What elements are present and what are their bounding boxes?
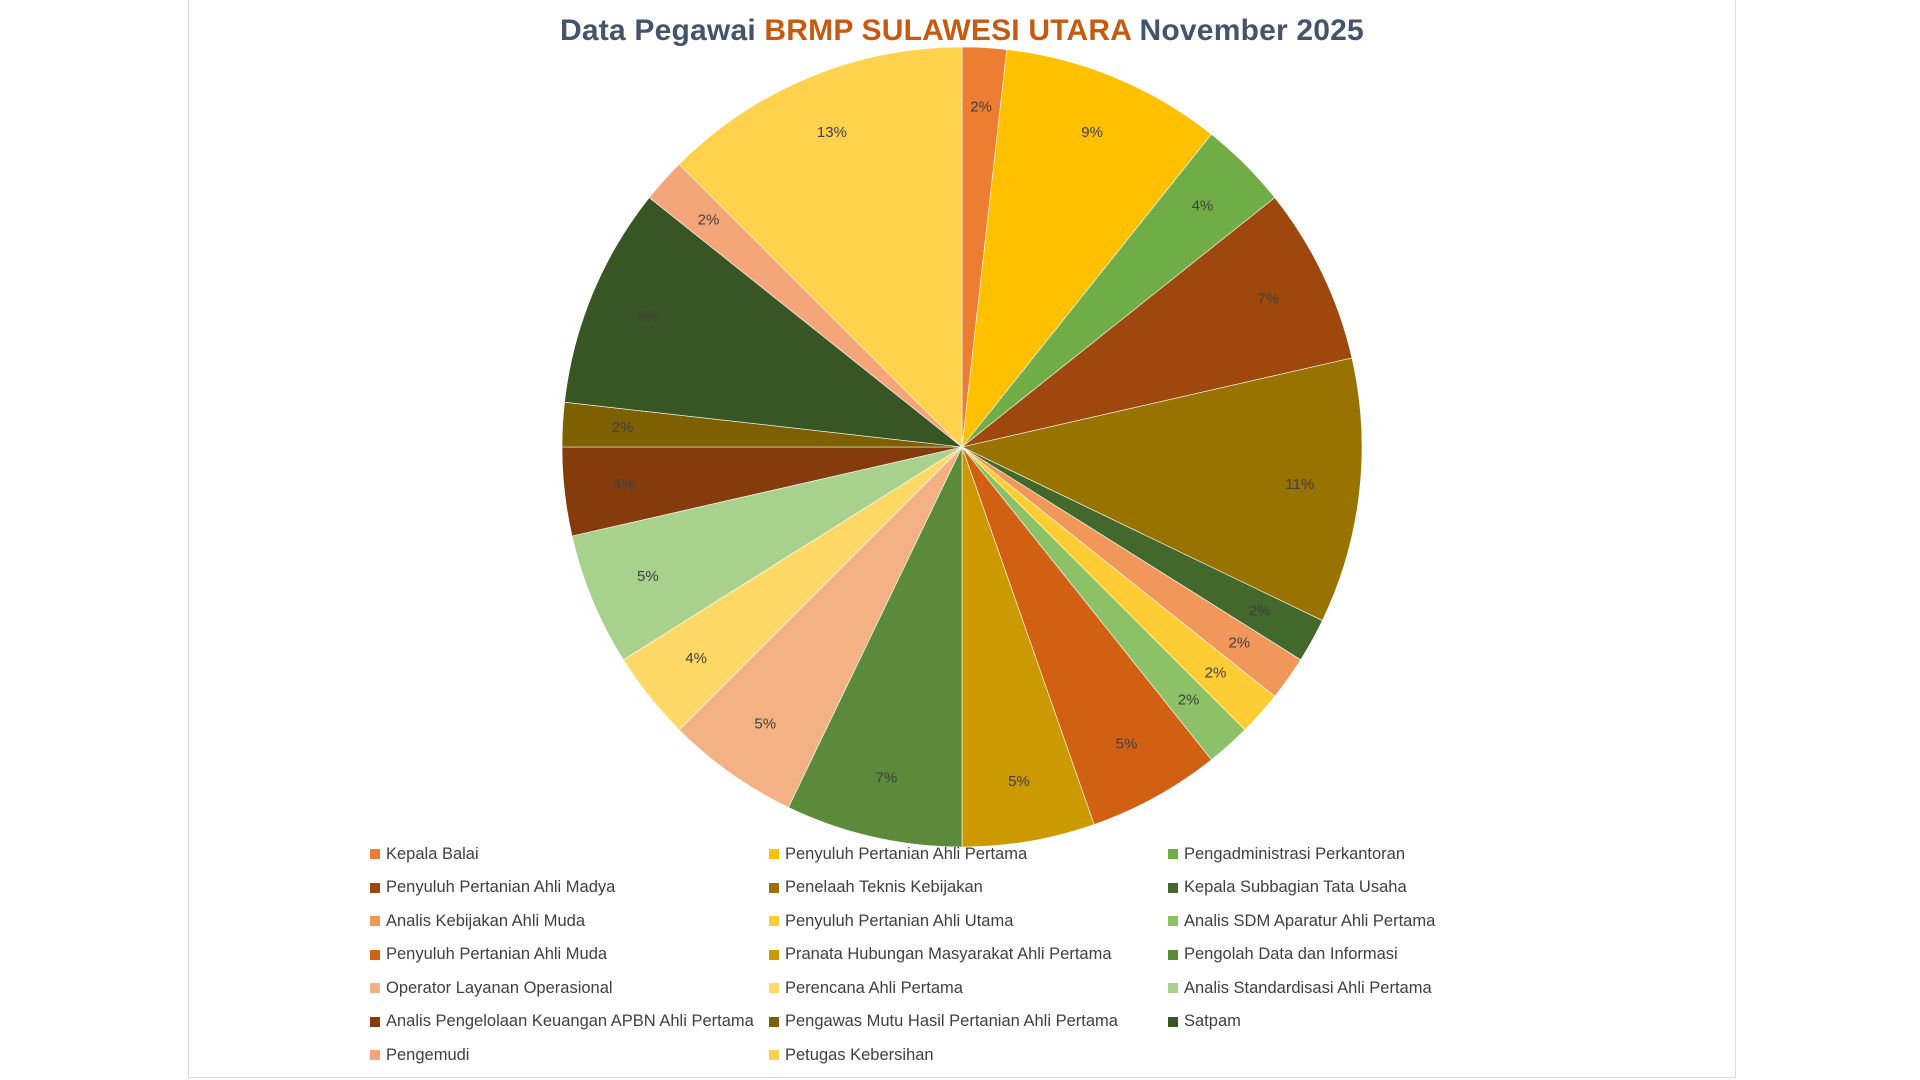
legend-label: Analis Pengelolaan Keuangan APBN Ahli Pe… (386, 1012, 754, 1030)
slice-data-label: 2% (1228, 635, 1250, 652)
legend-item: Penyuluh Pertanian Ahli Utama (769, 910, 1168, 932)
legend-swatch (769, 949, 779, 960)
legend-swatch (1168, 916, 1178, 926)
slice-data-label: 4% (613, 476, 635, 493)
legend-item: Penyuluh Pertanian Ahli Muda (370, 944, 769, 966)
legend-swatch (1168, 849, 1178, 859)
slice-data-label: 4% (685, 650, 707, 667)
legend-swatch (769, 1016, 779, 1027)
legend-swatch (769, 882, 779, 893)
slice-data-label: 2% (698, 211, 720, 228)
slice-data-label: 5% (1116, 736, 1138, 753)
legend-item: Satpam (1168, 1011, 1498, 1033)
slice-data-label: 5% (754, 715, 776, 732)
slice-data-label: 7% (1257, 290, 1279, 307)
legend-item: Kepala Subbagian Tata Usaha (1168, 877, 1498, 899)
pie-slice (564, 197, 964, 448)
legend-label: Pengolah Data dan Informasi (1184, 945, 1398, 963)
legend-label: Kepala Balai (386, 844, 479, 863)
legend-swatch (370, 882, 380, 893)
legend-label: Penyuluh Pertanian Ahli Utama (785, 911, 1014, 930)
chart-title: Data Pegawai BRMP SULAWESI UTARA Novembe… (188, 14, 1736, 48)
legend-item: Pranata Hubungan Masyarakat Ahli Pertama (769, 944, 1168, 966)
legend-label: Analis SDM Aparatur Ahli Pertama (1184, 911, 1436, 930)
slice-data-label: 11% (1285, 476, 1314, 493)
pie-slice (961, 197, 1353, 448)
legend-swatch (769, 849, 779, 859)
legend-item: Pengadministrasi Perkantoran (1168, 843, 1498, 865)
legend-label: Pengemudi (386, 1045, 470, 1064)
slice-data-label: 2% (1178, 691, 1200, 708)
pie-slice (571, 446, 963, 661)
pie-slice (961, 49, 1212, 449)
legend-label: Pengawas Mutu Hasil Pertanian Ahli Perta… (785, 1012, 1118, 1030)
legend-swatch (769, 983, 779, 993)
legend-label: Satpam (1184, 1012, 1241, 1030)
legend-label: Operator Layanan Operasional (386, 978, 613, 997)
legend-item: Analis Kebijakan Ahli Muda (370, 910, 769, 932)
legend-item: Penelaah Teknis Kebijakan (769, 877, 1168, 899)
pie-slice (678, 46, 963, 448)
pie-slice (961, 357, 1363, 621)
legend-swatch (370, 849, 380, 859)
legend-swatch (370, 1050, 380, 1060)
chart-title-highlight: BRMP SULAWESI UTARA (764, 14, 1131, 47)
chart-legend: Kepala Balai Penyuluh Pertanian Ahli Pert… (370, 843, 1520, 1066)
legend-swatch (1168, 1016, 1178, 1027)
legend-item: Petugas Kebersihan (769, 1044, 1168, 1066)
legend-swatch (370, 983, 380, 993)
legend-item: Kepala Balai (370, 843, 769, 865)
slice-data-label: 9% (637, 308, 659, 325)
legend-label: Penyuluh Pertanian Ahli Madya (386, 878, 616, 896)
slice-data-label: 5% (637, 568, 659, 585)
legend-item: Penyuluh Pertanian Ahli Pertama (769, 843, 1168, 865)
legend-item: Perencana Ahli Pertama (769, 977, 1168, 999)
legend-label: Kepala Subbagian Tata Usaha (1184, 878, 1407, 896)
slice-data-label: 2% (1205, 665, 1227, 682)
legend-item: Analis SDM Aparatur Ahli Pertama (1168, 910, 1498, 932)
slice-data-label: 4% (1192, 198, 1214, 215)
legend-item: Operator Layanan Operasional (370, 977, 769, 999)
legend-swatch (769, 1050, 779, 1060)
legend-swatch (1168, 949, 1178, 960)
legend-swatch (370, 1016, 380, 1027)
legend-item: Pengolah Data dan Informasi (1168, 944, 1498, 966)
legend-swatch (370, 916, 380, 926)
slice-data-label: 5% (1008, 773, 1030, 790)
legend-item: Penyuluh Pertanian Ahli Madya (370, 877, 769, 899)
slice-data-label: 2% (1249, 602, 1271, 619)
legend-label: Petugas Kebersihan (785, 1045, 934, 1064)
slice-data-label: 7% (875, 769, 897, 786)
legend-label: Pengadministrasi Perkantoran (1184, 844, 1406, 863)
slice-data-label: 2% (970, 98, 992, 115)
legend-swatch (1168, 983, 1178, 993)
legend-label: Penyuluh Pertanian Ahli Pertama (785, 844, 1028, 863)
pie-slice (678, 446, 963, 808)
pie-data-labels: 2%9%4%7%11%2%2%2%2%5%5%7%5%4%5%4%2%9%2%1… (612, 98, 1315, 790)
legend-swatch (370, 949, 380, 960)
slice-data-label: 13% (817, 124, 847, 141)
legend-label: Pranata Hubungan Masyarakat Ahli Pertama (785, 945, 1112, 963)
legend-item: Pengemudi (370, 1044, 769, 1066)
legend-item: Analis Standardisasi Ahli Pertama (1168, 977, 1498, 999)
legend-label: Analis Standardisasi Ahli Pertama (1184, 978, 1432, 997)
slice-data-label: 9% (1081, 124, 1103, 141)
legend-item: Pengawas Mutu Hasil Pertanian Ahli Perta… (769, 1011, 1168, 1033)
pie-slice (788, 446, 963, 848)
legend-swatch (769, 916, 779, 926)
pie-slices (561, 46, 1363, 848)
chart-title-suffix: November 2025 (1131, 14, 1364, 47)
legend-item: Analis Pengelolaan Keuangan APBN Ahli Pe… (370, 1011, 769, 1033)
legend-label: Perencana Ahli Pertama (785, 978, 963, 997)
legend-label: Analis Kebijakan Ahli Muda (386, 911, 586, 930)
legend-label: Penelaah Teknis Kebijakan (785, 878, 983, 896)
pie-slice (961, 446, 1212, 825)
chart-title-prefix: Data Pegawai (560, 14, 765, 47)
legend-label: Penyuluh Pertanian Ahli Muda (386, 945, 608, 963)
legend-swatch (1168, 882, 1178, 893)
slice-data-label: 2% (612, 419, 634, 436)
pie-slice (961, 446, 1095, 848)
